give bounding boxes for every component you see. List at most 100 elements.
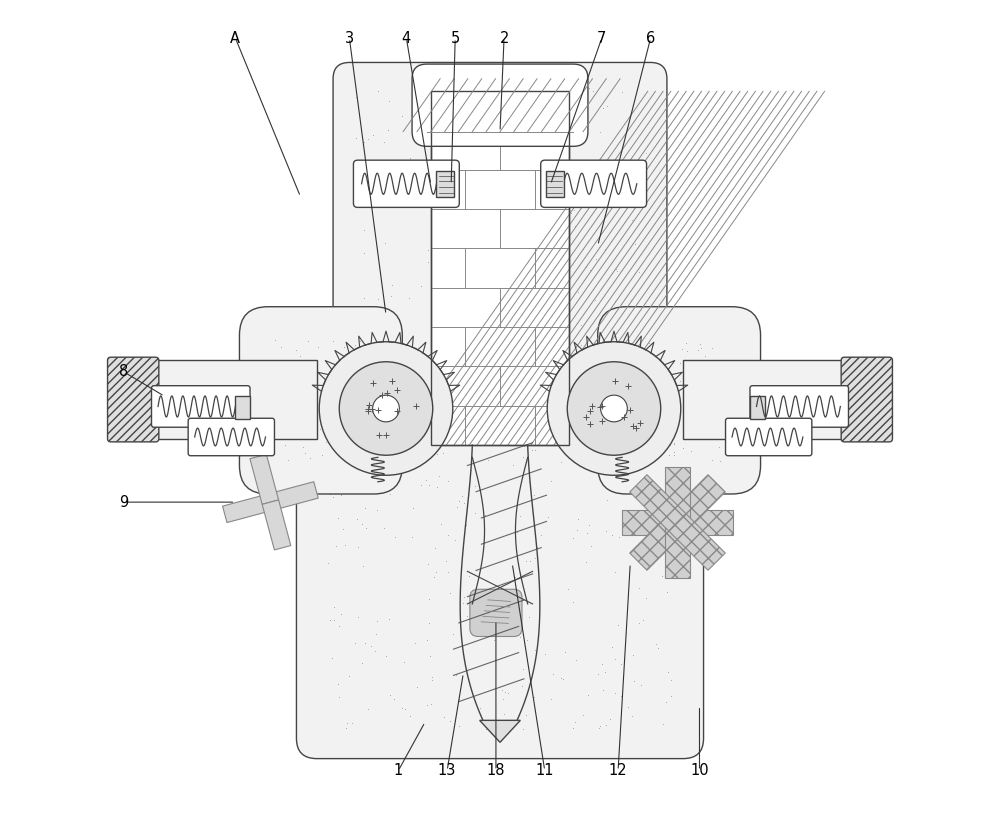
Point — [543, 692, 559, 705]
Point — [629, 354, 645, 367]
Point — [396, 415, 412, 428]
Text: 18: 18 — [487, 763, 505, 779]
Point — [356, 136, 372, 149]
Point — [497, 153, 513, 166]
Text: 1: 1 — [394, 763, 403, 779]
Point — [555, 673, 571, 686]
Point — [458, 519, 474, 532]
Point — [302, 452, 318, 465]
Point — [358, 522, 374, 535]
Point — [234, 414, 250, 427]
Point — [338, 440, 354, 453]
Point — [499, 627, 515, 640]
Point — [514, 186, 530, 199]
Point — [512, 510, 528, 523]
Point — [334, 480, 350, 493]
Point — [604, 528, 620, 541]
Point — [321, 377, 337, 391]
FancyBboxPatch shape — [353, 160, 459, 208]
Point — [295, 440, 311, 453]
Point — [421, 92, 437, 105]
Point — [456, 591, 472, 604]
Point — [698, 380, 714, 393]
Polygon shape — [669, 514, 725, 570]
Point — [465, 212, 481, 225]
Point — [358, 355, 374, 368]
Point — [822, 372, 838, 385]
Point — [370, 292, 386, 306]
Text: A: A — [230, 30, 240, 46]
Point — [629, 359, 645, 372]
Point — [606, 375, 622, 388]
Point — [604, 366, 620, 379]
Point — [509, 334, 525, 347]
Point — [456, 307, 472, 320]
Point — [575, 111, 591, 124]
Point — [581, 519, 597, 532]
Point — [401, 292, 417, 305]
Point — [231, 395, 247, 408]
Point — [483, 621, 499, 634]
Point — [449, 501, 465, 514]
Point — [339, 437, 355, 450]
Point — [288, 343, 304, 356]
Point — [590, 667, 606, 681]
Point — [661, 391, 677, 404]
Point — [324, 651, 340, 664]
Point — [852, 356, 868, 369]
Point — [762, 385, 778, 398]
Point — [338, 721, 354, 734]
Point — [635, 146, 651, 159]
Point — [297, 426, 313, 440]
Point — [618, 626, 634, 639]
Point — [211, 368, 227, 381]
Point — [349, 513, 365, 526]
Point — [438, 555, 454, 568]
Point — [679, 345, 695, 358]
Point — [407, 636, 423, 650]
Point — [421, 617, 437, 630]
Point — [495, 289, 511, 302]
Point — [588, 252, 604, 266]
Point — [689, 363, 705, 376]
Point — [616, 428, 632, 441]
Point — [330, 511, 346, 525]
Point — [532, 105, 548, 118]
Text: 7: 7 — [597, 30, 606, 46]
Point — [348, 458, 364, 471]
Point — [633, 679, 649, 692]
Point — [626, 178, 642, 191]
Point — [220, 362, 236, 375]
Point — [369, 503, 385, 516]
Point — [298, 431, 314, 444]
Point — [529, 225, 545, 238]
Point — [652, 423, 668, 436]
Point — [617, 523, 633, 536]
Point — [526, 375, 542, 388]
Point — [661, 449, 677, 462]
Point — [422, 443, 438, 456]
Point — [536, 125, 552, 138]
Point — [539, 417, 555, 430]
Point — [568, 163, 584, 176]
Point — [455, 596, 471, 609]
Point — [496, 605, 512, 618]
Point — [424, 127, 440, 141]
Point — [646, 512, 662, 525]
Point — [290, 379, 306, 392]
Polygon shape — [268, 482, 318, 511]
Point — [380, 123, 396, 136]
Point — [510, 220, 526, 233]
Point — [470, 224, 486, 237]
Point — [348, 91, 364, 104]
Circle shape — [601, 395, 627, 422]
Point — [416, 180, 432, 193]
Point — [821, 419, 837, 432]
Point — [295, 408, 311, 421]
Point — [863, 381, 879, 394]
Point — [356, 223, 372, 236]
Point — [842, 406, 858, 419]
Point — [485, 161, 501, 174]
Point — [277, 438, 293, 451]
Point — [208, 394, 224, 407]
